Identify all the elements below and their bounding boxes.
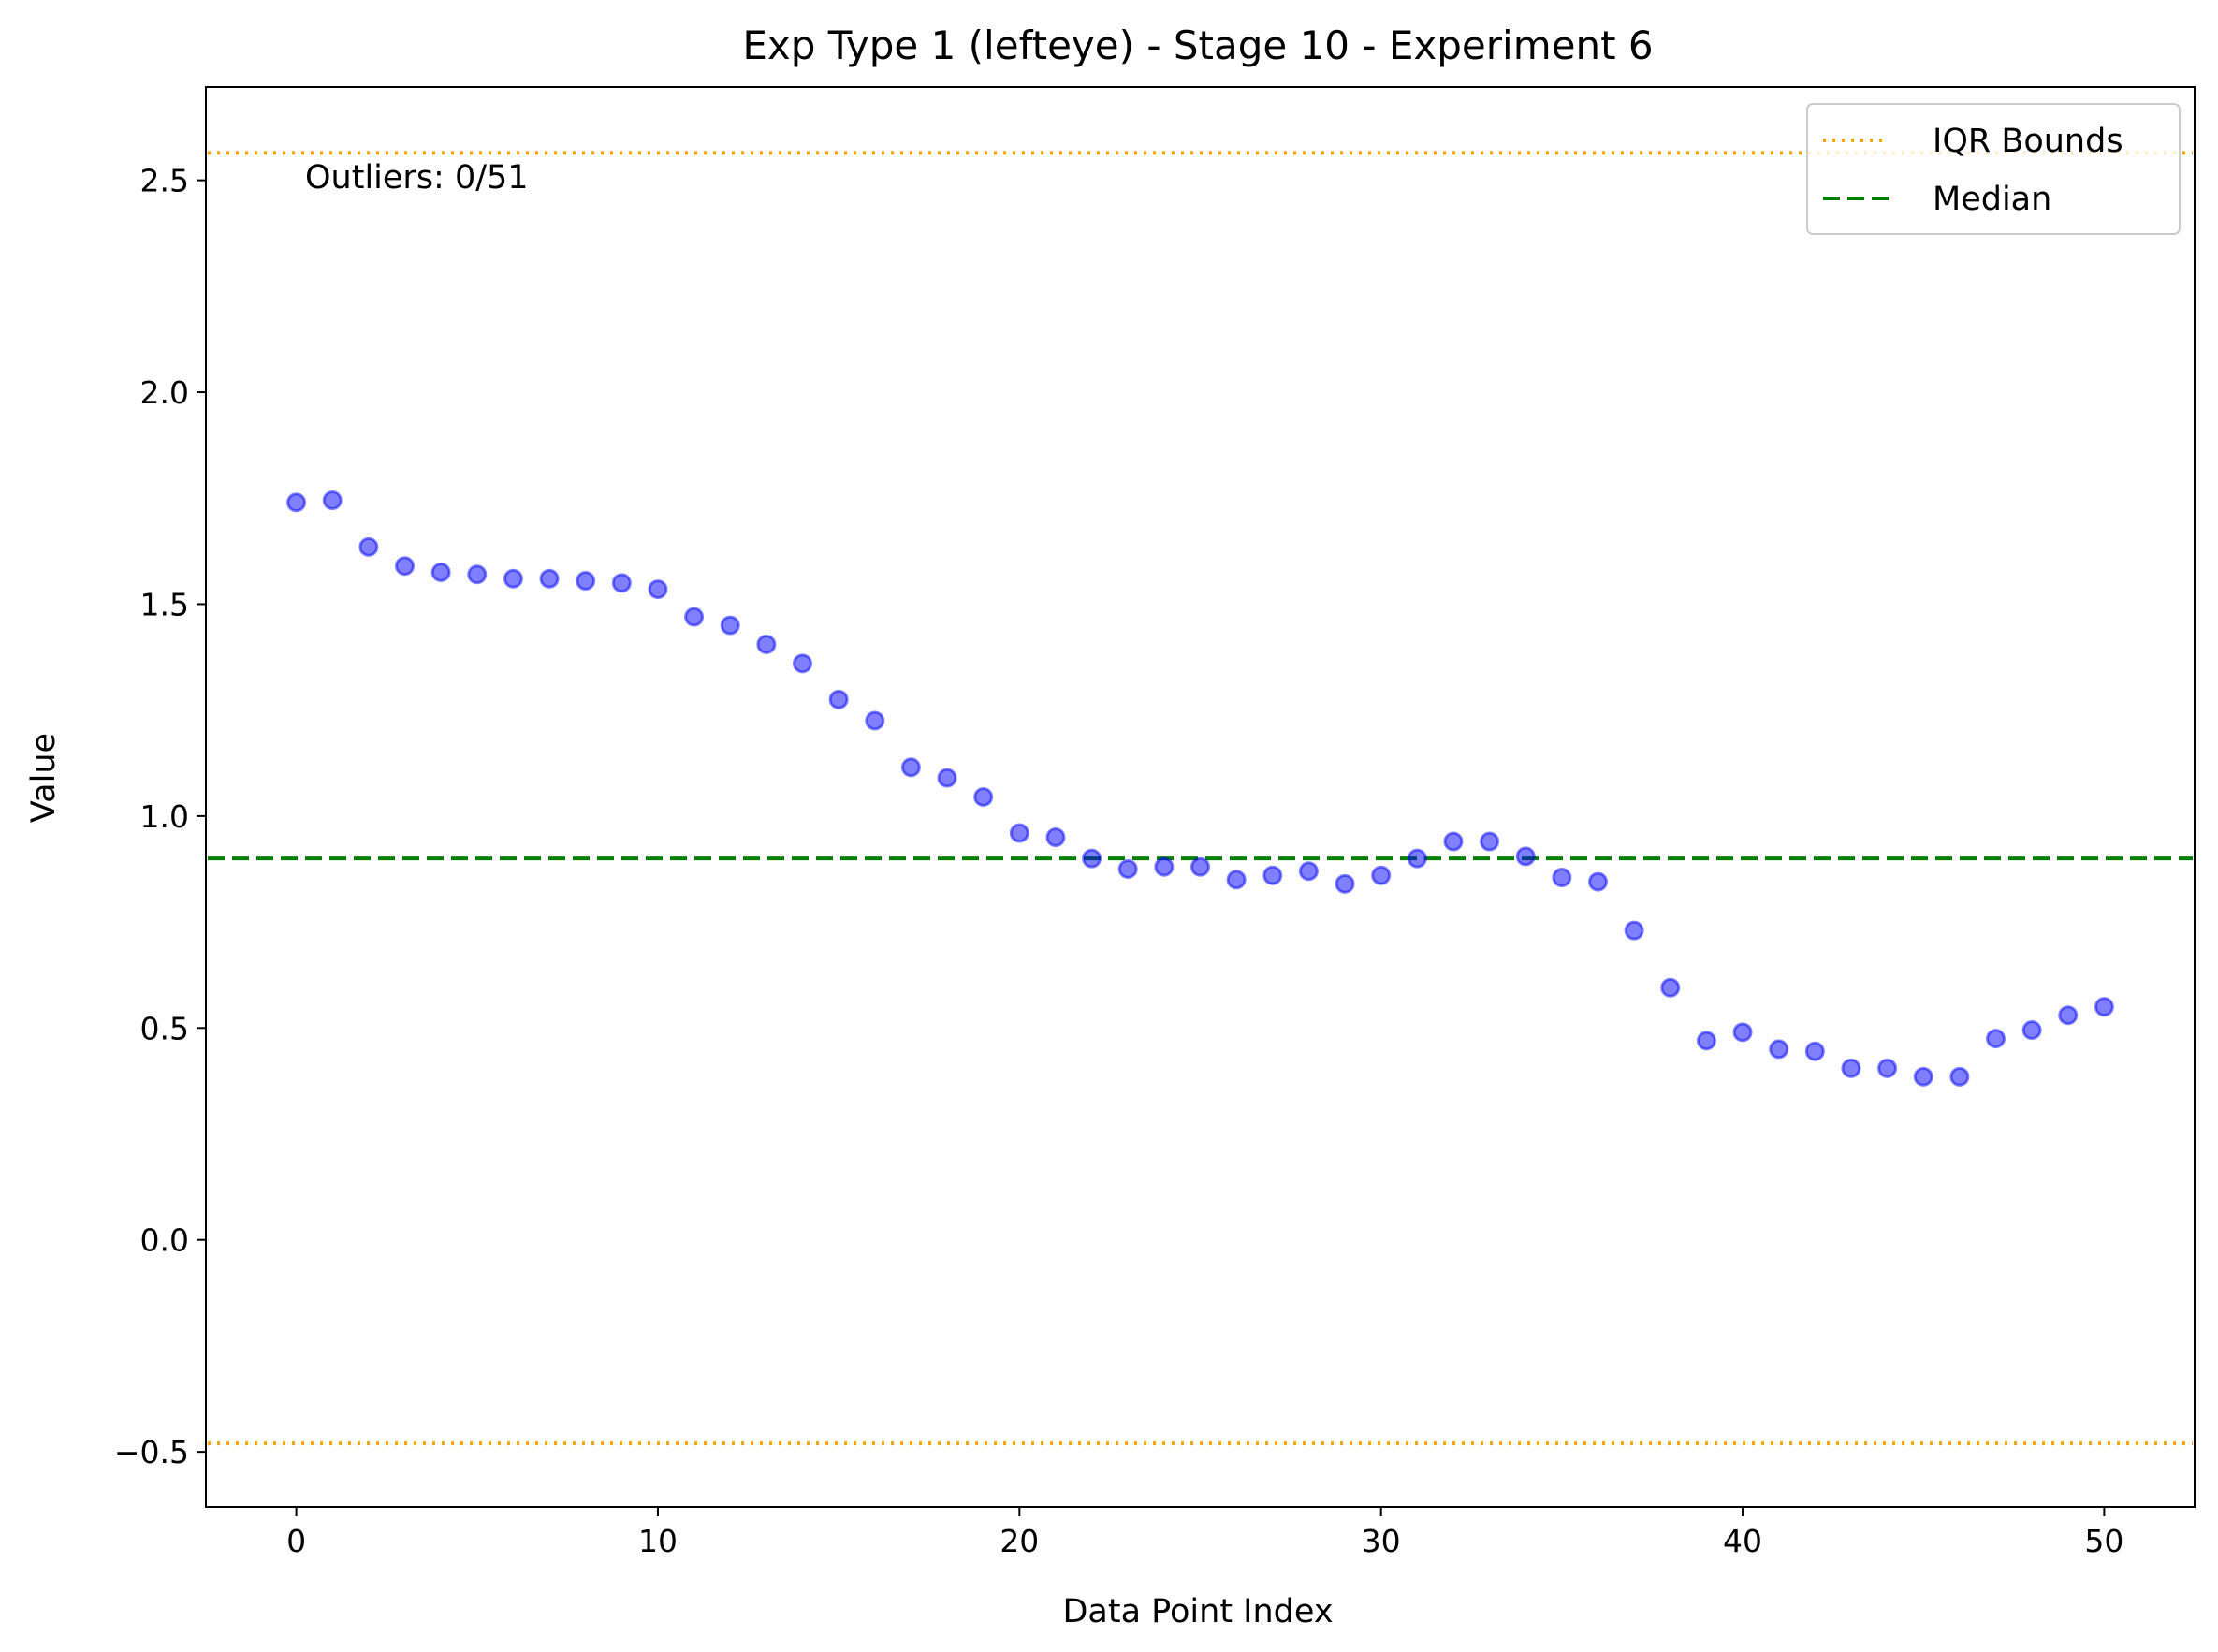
data-point bbox=[865, 710, 885, 731]
data-point bbox=[1588, 871, 1608, 892]
x-tick-label: 40 bbox=[1723, 1523, 1762, 1559]
x-tick-label: 30 bbox=[1362, 1523, 1401, 1559]
data-point bbox=[1082, 848, 1102, 869]
data-point bbox=[1117, 858, 1138, 879]
outliers-annotation: Outliers: 0/51 bbox=[305, 159, 529, 197]
data-point bbox=[973, 787, 994, 807]
data-point bbox=[611, 573, 632, 593]
data-point bbox=[1696, 1031, 1716, 1051]
y-tick-label: 2.5 bbox=[140, 163, 189, 199]
data-point bbox=[1552, 868, 1572, 888]
data-point bbox=[286, 492, 307, 513]
data-point bbox=[358, 536, 379, 557]
data-point bbox=[467, 564, 488, 585]
y-tick-label: 0.5 bbox=[140, 1010, 189, 1046]
data-point bbox=[793, 653, 812, 674]
axes-frame bbox=[205, 86, 2196, 1508]
data-point bbox=[2094, 997, 2114, 1017]
data-point bbox=[1986, 1029, 2006, 1049]
x-tick-label: 0 bbox=[286, 1523, 306, 1559]
data-point bbox=[1841, 1058, 1861, 1078]
y-tick-label: −0.5 bbox=[114, 1434, 189, 1470]
data-point bbox=[322, 490, 343, 511]
data-point bbox=[2021, 1020, 2042, 1041]
data-point bbox=[1515, 846, 1536, 867]
data-point bbox=[1877, 1058, 1898, 1078]
plot-area: 0 10 20 30 40 50 −0.5 0.0 0.5 1.0 1.5 2.0 2.5 bbox=[114, 86, 2196, 1559]
y-tick-label: 2.0 bbox=[140, 374, 189, 411]
data-point bbox=[1262, 865, 1283, 885]
data-point bbox=[900, 757, 921, 778]
data-point bbox=[937, 768, 957, 788]
data-point bbox=[1949, 1066, 1970, 1087]
data-point bbox=[1480, 831, 1500, 852]
y-tick-label: 0.0 bbox=[140, 1222, 189, 1259]
data-point bbox=[1190, 856, 1210, 877]
data-point bbox=[1009, 823, 1029, 843]
y-axis-label: Value bbox=[25, 733, 63, 823]
data-point bbox=[503, 568, 523, 589]
chart-title: Exp Type 1 (lefteye) - Stage 10 - Experi… bbox=[742, 22, 1653, 68]
data-point bbox=[648, 579, 668, 600]
data-point bbox=[430, 562, 451, 582]
data-point bbox=[1660, 977, 1681, 998]
data-point bbox=[756, 634, 777, 654]
data-point bbox=[1443, 831, 1464, 852]
data-point bbox=[1371, 865, 1392, 885]
data-point bbox=[395, 556, 415, 577]
data-point bbox=[684, 607, 705, 627]
data-point bbox=[2058, 1005, 2079, 1026]
data-point bbox=[539, 568, 560, 589]
data-point bbox=[1913, 1066, 1933, 1087]
x-tick-label: 10 bbox=[638, 1523, 678, 1559]
legend: IQR Bounds Median bbox=[1806, 103, 2181, 235]
data-point bbox=[1624, 920, 1644, 941]
data-point bbox=[1298, 861, 1319, 882]
data-point bbox=[828, 689, 849, 709]
y-tick-label: 1.5 bbox=[140, 586, 189, 622]
data-point bbox=[1045, 827, 1066, 848]
legend-label: IQR Bounds bbox=[1933, 123, 2123, 160]
legend-label: Median bbox=[1933, 181, 2051, 218]
data-point bbox=[1335, 873, 1355, 894]
data-point bbox=[1804, 1041, 1825, 1061]
data-point bbox=[1769, 1039, 1789, 1060]
x-tick-label: 50 bbox=[2084, 1523, 2123, 1559]
data-point bbox=[1732, 1022, 1753, 1043]
data-point bbox=[1154, 856, 1175, 877]
data-point bbox=[576, 571, 596, 592]
data-point bbox=[1407, 848, 1427, 869]
x-axis-label: Data Point Index bbox=[1062, 1593, 1333, 1630]
y-tick-label: 1.0 bbox=[140, 798, 189, 835]
data-point bbox=[720, 615, 740, 636]
legend-frame bbox=[1806, 103, 2181, 235]
x-tick-label: 20 bbox=[1000, 1523, 1039, 1559]
data-point bbox=[1226, 870, 1247, 890]
